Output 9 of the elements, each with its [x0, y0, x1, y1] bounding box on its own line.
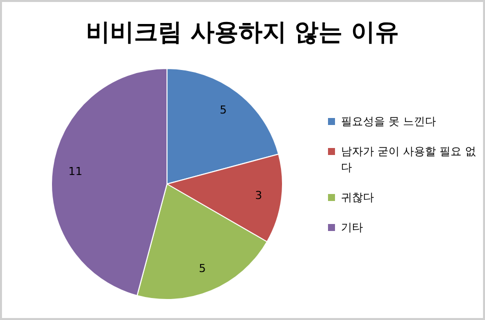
- data-label: 3: [255, 188, 262, 202]
- data-label: 11: [68, 164, 82, 178]
- chart-title: 비비크림 사용하지 않는 이유: [84, 17, 400, 48]
- legend-label: 기타: [341, 220, 363, 236]
- legend-label: 남자가 굳이 사용할 필요 없다: [341, 144, 477, 176]
- legend-label: 필요성을 못 느낀다: [341, 114, 436, 130]
- data-label: 5: [220, 104, 227, 117]
- data-label: 5: [198, 262, 206, 276]
- legend-label: 귀찮다: [341, 190, 374, 206]
